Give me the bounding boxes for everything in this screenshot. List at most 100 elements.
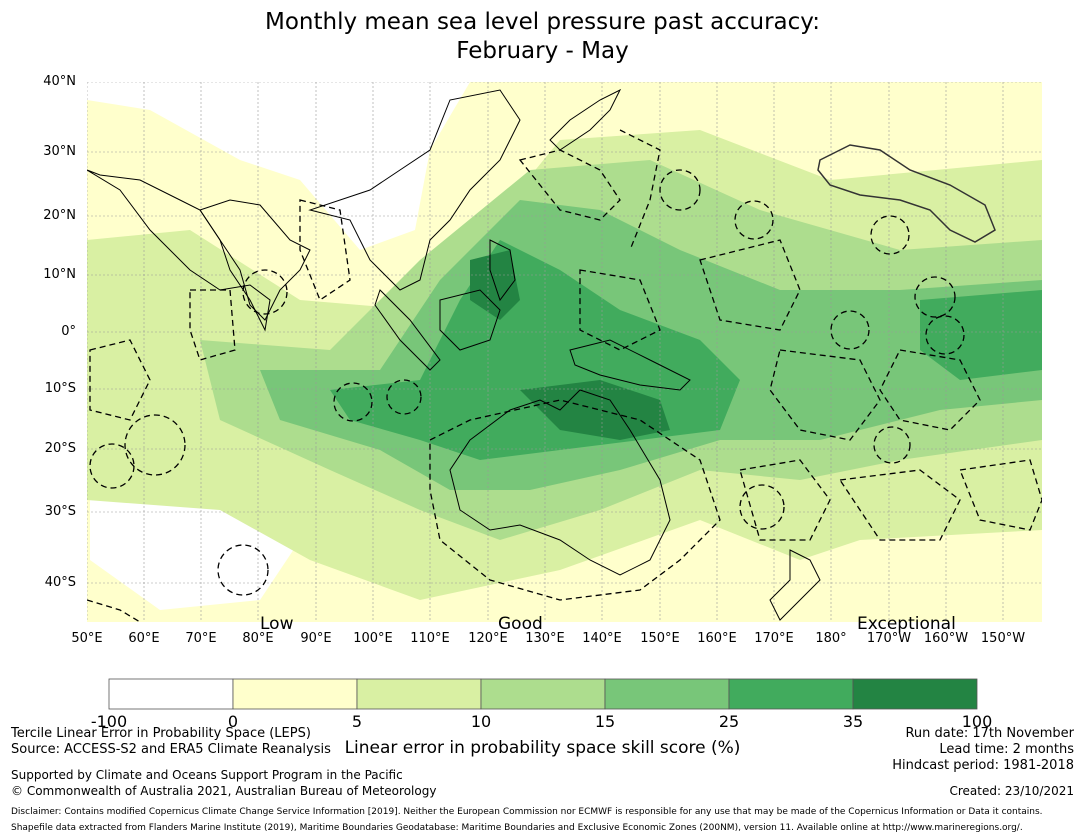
colorbar-segment bbox=[852, 678, 978, 710]
colorbar-segment bbox=[480, 678, 606, 710]
colorbar-title: Linear error in probability space skill … bbox=[344, 738, 741, 758]
colorbar-tick: 100 bbox=[961, 712, 993, 731]
eez-boundary bbox=[838, 469, 961, 541]
lon-label: 160°W bbox=[923, 631, 969, 646]
eez-circle bbox=[734, 200, 774, 240]
created-date: Created: 23/10/2021 bbox=[949, 784, 1074, 798]
colorbar-segment bbox=[232, 678, 358, 710]
colorbar-segments bbox=[108, 678, 978, 710]
eez-circle bbox=[739, 484, 785, 530]
lon-label: 80°E bbox=[242, 631, 274, 646]
eez-boundary bbox=[299, 199, 351, 301]
map-title: Monthly mean sea level pressure past acc… bbox=[0, 8, 1085, 66]
lon-label: 150°W bbox=[980, 631, 1026, 646]
colorbar-segment bbox=[356, 678, 482, 710]
coastline-japan bbox=[549, 88, 622, 151]
eez-boundary bbox=[518, 149, 621, 221]
band-label-good: Good bbox=[498, 614, 543, 634]
method-line: Tercile Linear Error in Probability Spac… bbox=[11, 726, 311, 741]
lon-label: 160°E bbox=[697, 631, 737, 646]
source-line: Source: ACCESS-S2 and ERA5 Climate Reana… bbox=[11, 742, 331, 757]
colorbar-tick: 0 bbox=[227, 712, 239, 731]
coastline-philippines bbox=[489, 239, 516, 302]
eez-circle bbox=[89, 443, 135, 489]
coastline-new-zealand bbox=[769, 549, 821, 621]
lat-label: 30°N bbox=[43, 144, 76, 159]
eez-boundary bbox=[879, 349, 981, 431]
eez-circle bbox=[124, 414, 186, 476]
colorbar-tick: 5 bbox=[351, 712, 363, 731]
lon-label: 140°E bbox=[582, 631, 622, 646]
lon-label: 110°E bbox=[410, 631, 450, 646]
colorbar-segment bbox=[108, 678, 234, 710]
eez-circle bbox=[659, 169, 701, 211]
coastline-sumatra bbox=[374, 289, 441, 371]
coastline-borneo bbox=[439, 289, 501, 351]
skill-zone-25-35 bbox=[920, 290, 1042, 380]
band-label-low: Low bbox=[260, 614, 294, 634]
skill-zone-low bbox=[87, 82, 470, 250]
lat-label: 20°S bbox=[44, 441, 76, 456]
supported-line: Supported by Climate and Oceans Support … bbox=[11, 768, 403, 782]
shapefile-credit: Shapefile data extracted from Flanders M… bbox=[11, 823, 1023, 833]
skill-zone-35-100 bbox=[520, 380, 670, 440]
coastline-new-guinea bbox=[569, 339, 691, 391]
hawaii-eez bbox=[817, 144, 996, 243]
eez-circle bbox=[830, 310, 870, 350]
eez-circle bbox=[333, 382, 373, 422]
eez-boundary bbox=[769, 349, 881, 441]
colorbar-segment bbox=[728, 678, 854, 710]
eez-boundary bbox=[87, 599, 141, 622]
coastline-australia bbox=[449, 389, 671, 576]
lead-time: Lead time: 2 months bbox=[939, 742, 1074, 757]
lon-label: 130°E bbox=[525, 631, 565, 646]
lat-label: 30°S bbox=[44, 504, 76, 519]
lon-label: 150°E bbox=[640, 631, 680, 646]
eez-boundary bbox=[89, 339, 151, 421]
lat-label: 40°S bbox=[44, 575, 76, 590]
coastline-africa-arabia bbox=[87, 169, 271, 332]
run-date: Run date: 17th November bbox=[905, 726, 1074, 741]
eez-circle bbox=[914, 276, 956, 318]
coastline-southeast-asia bbox=[308, 89, 521, 291]
disclaimer: Disclaimer: Contains modified Copernicus… bbox=[11, 807, 1043, 817]
colorbar-tick: -100 bbox=[90, 712, 128, 731]
band-label-exceptional: Exceptional bbox=[857, 614, 956, 634]
eez-boundary bbox=[739, 459, 831, 541]
eez-boundary bbox=[579, 269, 661, 351]
lon-label: 170°W bbox=[866, 631, 912, 646]
title-line-2: February - May bbox=[456, 38, 629, 64]
coastline-india bbox=[199, 199, 311, 321]
colorbar-tick: 10 bbox=[470, 712, 492, 731]
copyright-line: © Commonwealth of Australia 2021, Austra… bbox=[11, 784, 437, 798]
lat-label: 10°N bbox=[43, 267, 76, 282]
eez-boundary bbox=[619, 129, 661, 251]
lon-label: 60°E bbox=[128, 631, 160, 646]
eez-boundary bbox=[189, 289, 236, 361]
eez-circle bbox=[217, 544, 269, 596]
lon-label: 100°E bbox=[353, 631, 393, 646]
eez-circle bbox=[870, 215, 910, 255]
colorbar-segment bbox=[604, 678, 730, 710]
eez-circle bbox=[925, 315, 965, 355]
eez-boundaries bbox=[87, 129, 1042, 622]
support-info: Supported by Climate and Oceans Support … bbox=[11, 767, 436, 799]
colorbar-tick: 35 bbox=[842, 712, 864, 731]
eez-circle bbox=[873, 426, 911, 464]
method-info: Tercile Linear Error in Probability Spac… bbox=[11, 726, 331, 758]
lon-label: 90°E bbox=[300, 631, 332, 646]
lon-label: 170°E bbox=[754, 631, 794, 646]
eez-boundary bbox=[429, 399, 721, 601]
colorbar-tick: 25 bbox=[718, 712, 740, 731]
lat-label: 20°N bbox=[43, 208, 76, 223]
title-line-1: Monthly mean sea level pressure past acc… bbox=[265, 9, 820, 35]
coastlines bbox=[87, 88, 821, 621]
lon-label: 50°E bbox=[71, 631, 103, 646]
eez-boundary bbox=[959, 459, 1042, 531]
colorbar-tick: 15 bbox=[594, 712, 616, 731]
lon-label: 70°E bbox=[185, 631, 217, 646]
graticule bbox=[87, 82, 1042, 622]
eez-boundary bbox=[699, 239, 801, 331]
